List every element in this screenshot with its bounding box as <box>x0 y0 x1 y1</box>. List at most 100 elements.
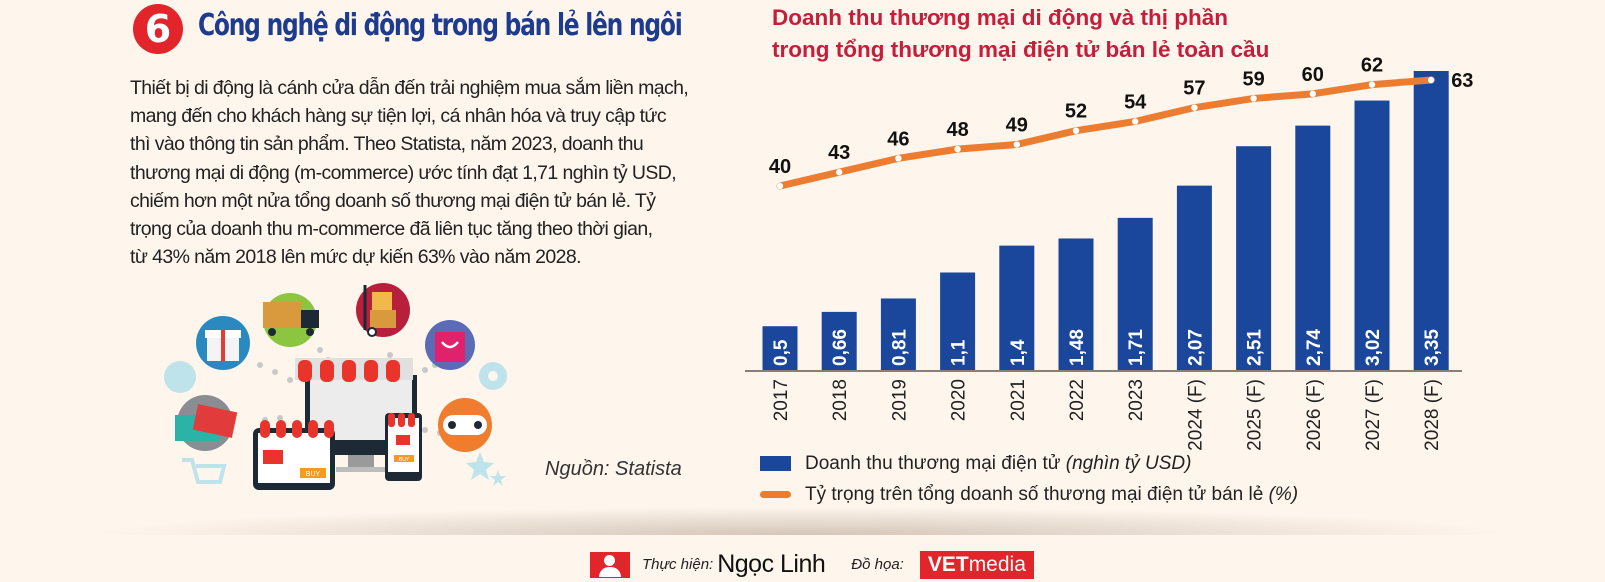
section-number-badge: 6 <box>133 4 183 54</box>
gift-icon <box>196 316 250 370</box>
bar-value-label: 2,07 <box>1185 329 1206 366</box>
legend-swatch-line <box>760 491 791 498</box>
vetmedia-logo: VETmedia <box>919 550 1034 579</box>
tablet-device: BUY <box>253 420 335 490</box>
line-point <box>1132 118 1139 125</box>
x-tick-label: 2020 <box>949 379 970 421</box>
credits-footer: Thực hiện: Ngọc Linh Đồ họa: VETmedia <box>590 550 1034 579</box>
author-icon <box>590 551 630 578</box>
x-tick-label: 2022 <box>1067 379 1088 421</box>
legend-label: Doanh thu thương mại điện tử <box>805 452 1061 474</box>
legend-label: Tỷ trọng trên tổng doanh số thương mại đ… <box>805 483 1264 505</box>
footer-shadow <box>0 500 1605 535</box>
source-note: Nguồn: Statista <box>545 458 682 480</box>
bar <box>940 272 976 371</box>
author-name: Ngọc Linh <box>717 550 826 578</box>
truck-icon <box>263 293 319 347</box>
buy-button-label-small: BUY <box>399 457 410 463</box>
line-point <box>954 145 961 153</box>
intro-line: từ 43% năm 2018 lên mức dự kiến 63% vào … <box>130 246 582 269</box>
bar <box>821 311 857 371</box>
line-value-label: 57 <box>1183 78 1205 100</box>
bar-value-label: 2,51 <box>1245 329 1266 366</box>
x-tick-label: 2017 <box>771 379 792 421</box>
bar-value-label: 1,48 <box>1067 329 1088 366</box>
bar <box>880 298 916 371</box>
line-point <box>895 155 902 162</box>
line-point <box>1368 81 1376 88</box>
bar <box>1295 125 1331 372</box>
stars-icon <box>466 452 506 486</box>
x-tick-label: 2026 (F) <box>1304 379 1325 451</box>
bar-value-label: 0,5 <box>771 339 792 366</box>
line-value-label: 43 <box>828 142 850 164</box>
intro-line: trọng của doanh thu m-commerce đã liên t… <box>130 218 653 241</box>
bar-value-label: 2,74 <box>1304 329 1325 366</box>
legend-item-revenue: Doanh thu thương mại điện tử (nghìn tỷ U… <box>760 448 1298 479</box>
bars-layer: 0,5 0,66 0,81 1,1 1,4 1,48 1,71 2,07 2,51 2,74 3,0… <box>762 71 1449 372</box>
bar-value-label: 0,66 <box>830 329 851 366</box>
line-layer: 40 43 46 48 49 52 54 57 59 60 62 63 <box>769 55 1473 190</box>
share-line <box>776 76 1435 190</box>
bar-value-label: 3,35 <box>1422 329 1443 366</box>
line-value-label: 52 <box>1065 101 1087 123</box>
bar <box>1354 100 1390 371</box>
line-value-label: 60 <box>1302 64 1324 86</box>
x-tick-label: 2025 (F) <box>1245 379 1266 451</box>
line-point <box>1428 76 1435 84</box>
ecommerce-illustration: BUY BUY <box>164 283 507 490</box>
legend-unit: (%) <box>1268 483 1299 505</box>
line-point <box>1309 90 1317 98</box>
line-value-label: 46 <box>887 128 909 150</box>
bar <box>999 245 1035 371</box>
bar <box>762 326 798 371</box>
line-point <box>1013 141 1020 148</box>
bar-value-label: 1,71 <box>1126 329 1147 366</box>
line-point <box>1191 104 1198 111</box>
line-value-label: 62 <box>1361 55 1383 77</box>
x-tick-label: 2023 <box>1126 379 1147 421</box>
x-tick-label: 2028 (F) <box>1422 379 1443 451</box>
x-tick-labels: 2017 2018 2019 2020 2021 2022 2023 2024 (F) 2025… <box>771 379 1443 451</box>
chart-title: Doanh thu thương mại di động và thị phần… <box>772 2 1269 66</box>
chart-canvas: 0,5 0,66 0,81 1,1 1,4 1,48 1,71 2,07 2,51 2,74 3,0… <box>745 55 1473 451</box>
chart-title-line: trong tổng thương mại điện tử bán lẻ toà… <box>772 37 1270 62</box>
line-value-label: 48 <box>946 119 968 141</box>
bar-value-label: 1,1 <box>949 339 970 366</box>
legend-unit: (nghìn tỷ USD) <box>1065 452 1192 474</box>
intro-line: mang đến cho khách hàng sự tiện lợi, cá … <box>130 105 667 128</box>
chart-title-line: Doanh thu thương mại di động và thị phần <box>772 5 1228 30</box>
line-value-label: 54 <box>1124 91 1147 113</box>
line-point <box>1250 95 1257 102</box>
page-title: Công nghệ di động trong bán lẻ lên ngôi <box>198 8 683 43</box>
legend-item-share: Tỷ trọng trên tổng doanh số thương mại đ… <box>760 479 1298 510</box>
line-point <box>836 168 843 176</box>
gamepad-icon <box>438 398 492 452</box>
x-tick-label: 2024 (F) <box>1185 379 1206 451</box>
cart-icon <box>182 458 227 484</box>
bar <box>1236 146 1272 371</box>
intro-line: thì vào thông tin sản phẩm. Theo Statist… <box>130 133 644 156</box>
intro-line: thương mại di động (m-commerce) ước tính… <box>130 161 677 184</box>
bar-value-label: 1,4 <box>1008 339 1029 366</box>
globe-icon <box>164 361 196 393</box>
bar <box>1117 217 1153 371</box>
bar <box>1176 185 1212 371</box>
bar <box>1413 71 1449 371</box>
boxes-cart-icon <box>356 283 410 337</box>
bar-value-label: 3,02 <box>1363 329 1384 366</box>
line-value-label: 63 <box>1451 70 1473 92</box>
legend: Doanh thu thương mại điện tử (nghìn tỷ U… <box>760 448 1298 510</box>
location-pin-icon <box>479 362 507 390</box>
x-tick-label: 2027 (F) <box>1363 379 1384 451</box>
legend-swatch-bar <box>760 456 791 471</box>
intro-line: chiếm hơn một nửa tổng doanh số thương m… <box>130 189 656 212</box>
line-value-label: 49 <box>1006 115 1028 137</box>
bar <box>1058 238 1094 371</box>
credit-card-icon <box>175 395 238 451</box>
line-point <box>776 182 784 190</box>
line-value-label: 59 <box>1242 68 1264 90</box>
buy-button-label: BUY <box>306 471 321 478</box>
bar-value-label: 0,81 <box>889 329 910 366</box>
shopping-bag-icon <box>425 320 475 370</box>
